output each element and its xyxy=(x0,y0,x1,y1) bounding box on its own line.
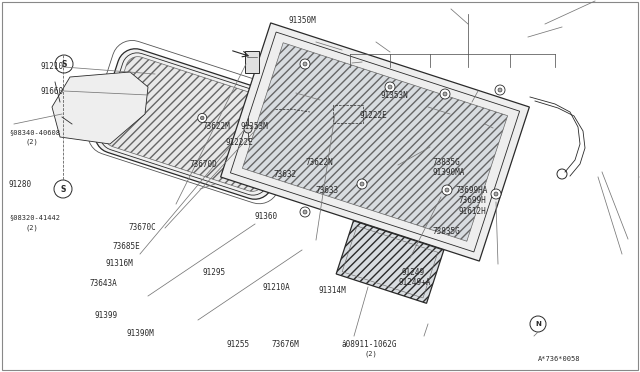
Text: 73670C: 73670C xyxy=(128,223,156,232)
Text: 91314M: 91314M xyxy=(319,286,346,295)
Circle shape xyxy=(445,188,449,192)
Text: 73622N: 73622N xyxy=(306,158,333,167)
Text: S: S xyxy=(61,60,67,68)
Text: 91210A: 91210A xyxy=(262,283,290,292)
Polygon shape xyxy=(245,51,259,73)
Text: §08320-41442: §08320-41442 xyxy=(9,215,60,221)
Text: 91353N: 91353N xyxy=(381,92,408,100)
Text: 91255: 91255 xyxy=(227,340,250,349)
Circle shape xyxy=(442,185,452,195)
Circle shape xyxy=(200,116,204,120)
Polygon shape xyxy=(221,23,529,261)
Text: 91360: 91360 xyxy=(255,212,278,221)
Circle shape xyxy=(54,180,72,198)
Text: A*736*0058: A*736*0058 xyxy=(538,356,580,362)
Text: 91399: 91399 xyxy=(95,311,118,320)
Text: 91316M: 91316M xyxy=(106,259,133,268)
Text: §08340-40608: §08340-40608 xyxy=(9,129,60,135)
Text: S: S xyxy=(60,185,66,193)
Text: 91249: 91249 xyxy=(402,268,425,277)
Text: 91353M: 91353M xyxy=(241,122,268,131)
Circle shape xyxy=(530,316,546,332)
Text: 91210: 91210 xyxy=(41,62,64,71)
Circle shape xyxy=(494,192,498,196)
Circle shape xyxy=(357,179,367,189)
Text: 73835G: 73835G xyxy=(433,227,460,236)
Text: 91295: 91295 xyxy=(202,268,225,277)
Text: N: N xyxy=(535,321,541,327)
Text: 73699H: 73699H xyxy=(458,196,486,205)
Text: 73835G: 73835G xyxy=(433,158,460,167)
Text: 91222E: 91222E xyxy=(225,138,253,147)
Circle shape xyxy=(198,113,207,122)
Text: 91390MA: 91390MA xyxy=(433,169,465,177)
Circle shape xyxy=(55,55,73,73)
Circle shape xyxy=(498,88,502,92)
Text: 73676M: 73676M xyxy=(271,340,299,349)
Text: (2): (2) xyxy=(26,224,38,231)
Text: â08911-1062G: â08911-1062G xyxy=(342,340,397,349)
Circle shape xyxy=(300,207,310,217)
Circle shape xyxy=(495,85,505,95)
Circle shape xyxy=(300,59,310,69)
Text: 91660: 91660 xyxy=(41,87,64,96)
Text: 73622M: 73622M xyxy=(202,122,230,131)
Text: 91280: 91280 xyxy=(9,180,32,189)
Polygon shape xyxy=(104,57,286,191)
Text: 91390M: 91390M xyxy=(127,329,154,338)
Text: 73685E: 73685E xyxy=(113,242,140,251)
Circle shape xyxy=(385,82,395,92)
Text: 73633: 73633 xyxy=(316,186,339,195)
Polygon shape xyxy=(336,221,444,303)
Circle shape xyxy=(303,62,307,66)
Circle shape xyxy=(303,210,307,214)
Circle shape xyxy=(360,182,364,186)
Polygon shape xyxy=(52,72,148,144)
Text: 73632: 73632 xyxy=(274,170,297,179)
Circle shape xyxy=(440,89,450,99)
Text: (2): (2) xyxy=(26,139,38,145)
Text: 91612H: 91612H xyxy=(458,207,486,216)
Text: 73699HA: 73699HA xyxy=(456,186,488,195)
Circle shape xyxy=(388,85,392,89)
Text: 91249+A: 91249+A xyxy=(398,278,431,287)
Text: 91222E: 91222E xyxy=(360,111,387,120)
Circle shape xyxy=(491,189,501,199)
Polygon shape xyxy=(95,49,295,199)
Circle shape xyxy=(244,125,252,133)
Circle shape xyxy=(443,92,447,96)
Polygon shape xyxy=(243,43,508,241)
Text: 91350M: 91350M xyxy=(289,16,316,25)
Text: 73643A: 73643A xyxy=(90,279,117,288)
Text: 73670D: 73670D xyxy=(189,160,217,169)
Text: (2): (2) xyxy=(365,351,378,357)
Circle shape xyxy=(557,169,567,179)
